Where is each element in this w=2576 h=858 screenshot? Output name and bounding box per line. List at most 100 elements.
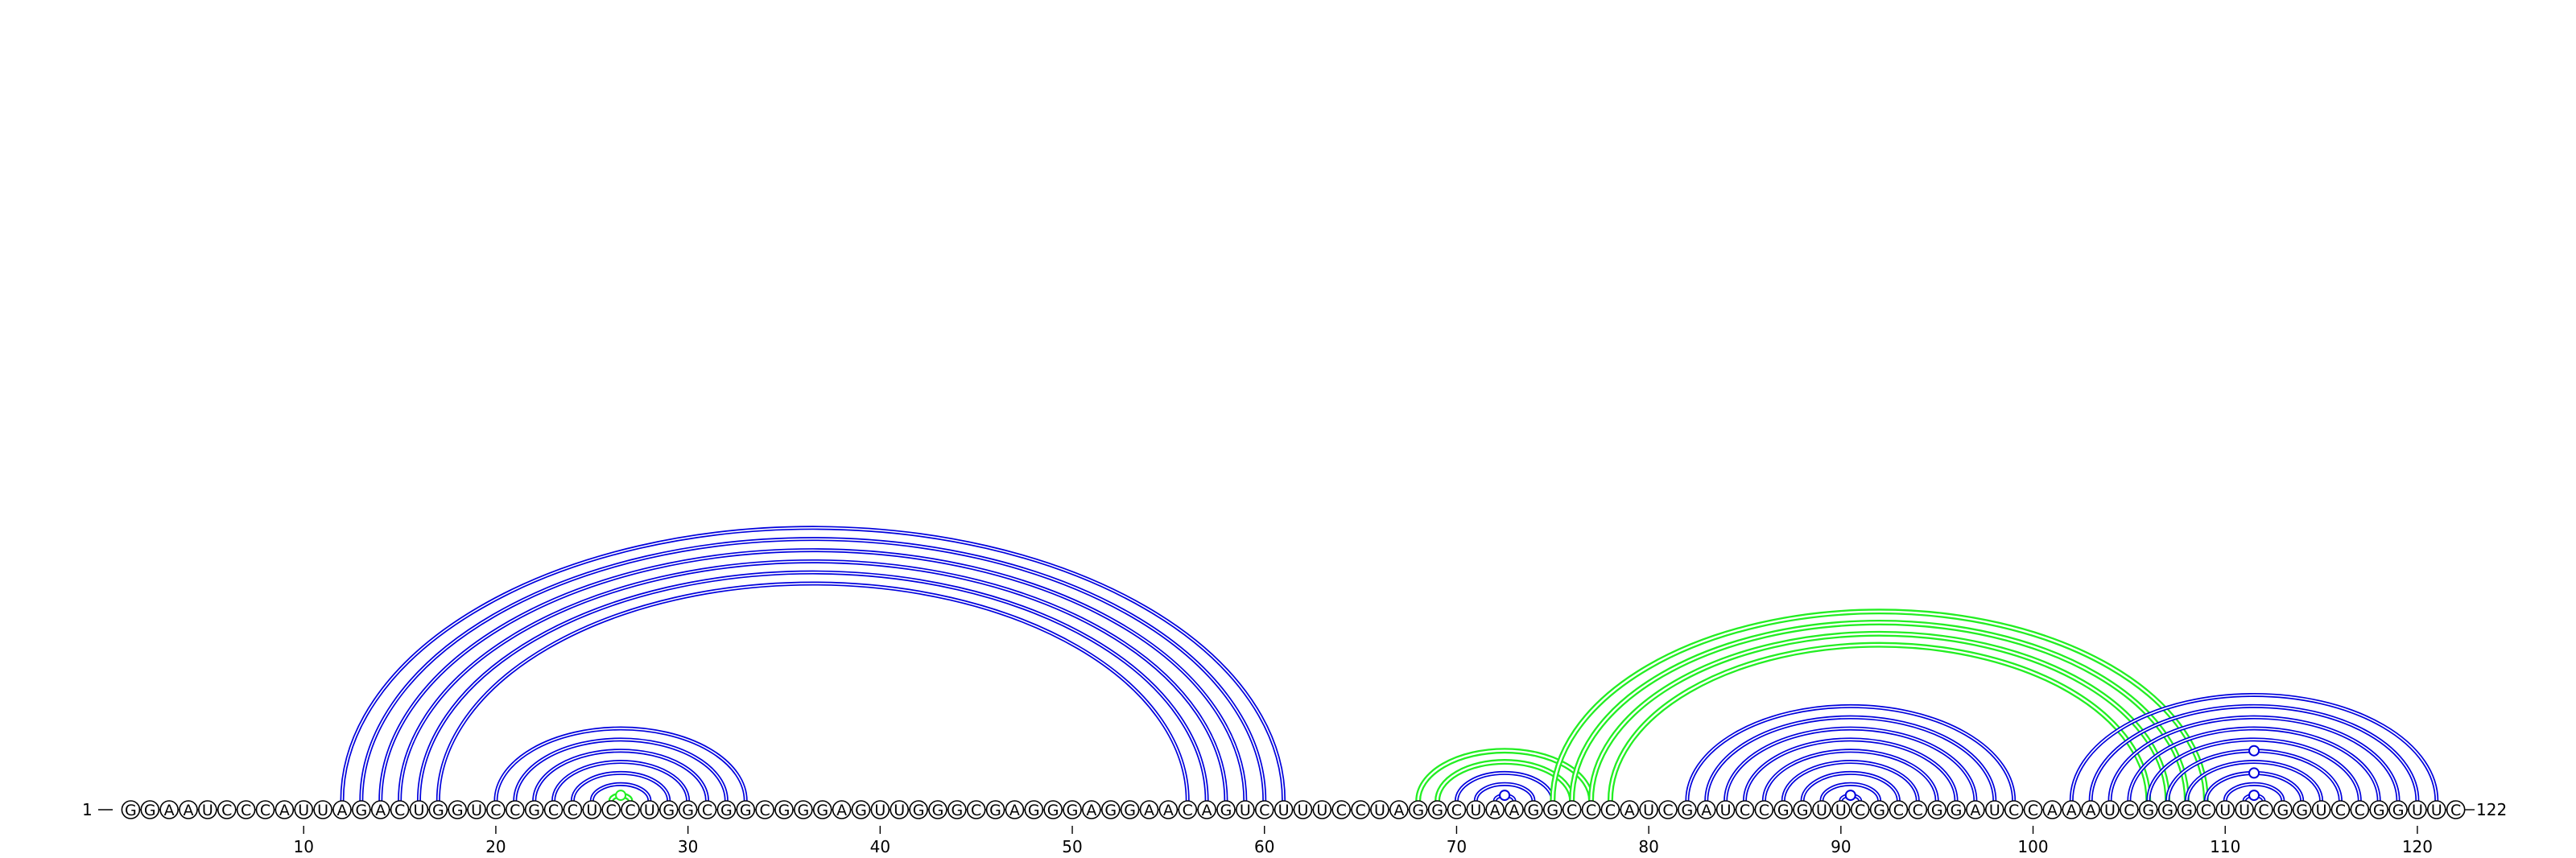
nucleotide-circle xyxy=(1100,800,1121,819)
nucleotide: C xyxy=(1850,800,1870,819)
nucleotide-letter: G xyxy=(682,802,694,819)
nucleotide: A xyxy=(1005,800,1025,819)
nucleotide-circle xyxy=(255,800,275,819)
nucleotide-circle xyxy=(1254,800,1274,819)
nucleotide-letter: G xyxy=(816,802,828,819)
pair-arc-core xyxy=(2224,783,2284,802)
nucleotide: G xyxy=(2138,800,2158,819)
nucleotide: G xyxy=(1408,800,1428,819)
nucleotide-letter: U xyxy=(1278,802,1290,819)
nucleotide-circle xyxy=(1984,800,2004,819)
nucleotide-circle xyxy=(1850,800,1870,819)
nucleotide: G xyxy=(1946,800,1966,819)
nucleotide: U xyxy=(1639,800,1658,819)
nucleotide-letter: C xyxy=(1740,802,1750,819)
nucleotide-circle xyxy=(812,800,832,819)
nucleotide-circle xyxy=(851,800,871,819)
nucleotide-letter: G xyxy=(528,802,540,819)
nucleotide-circle xyxy=(1236,800,1255,819)
nucleotide: G xyxy=(1216,800,1236,819)
nucleotide: U xyxy=(1715,800,1736,819)
nucleotide: C xyxy=(2446,800,2466,819)
nucleotide: A xyxy=(2081,800,2100,819)
nucleotide-circle xyxy=(1581,800,1601,819)
nucleotide-letter: U xyxy=(894,802,905,819)
pair-arc-core xyxy=(379,549,1246,802)
nucleotide: G xyxy=(716,800,737,819)
pair-arc xyxy=(1569,619,2190,802)
nucleotide: A xyxy=(1139,800,1159,819)
nucleotide-circle xyxy=(1889,800,1909,819)
nucleotide: G xyxy=(121,800,141,819)
start-label: 1 xyxy=(82,800,93,819)
nucleotide: U xyxy=(870,800,890,819)
nucleotide-circle xyxy=(486,800,506,819)
nucleotide-circle xyxy=(2388,800,2408,819)
nucleotide-letter: A xyxy=(1509,802,1520,819)
nucleotide: G xyxy=(2388,800,2408,819)
nucleotide-circle xyxy=(1678,800,1697,819)
nucleotide-letter: A xyxy=(836,802,847,819)
pair-arc-core xyxy=(1436,761,1573,802)
nucleotide-letter: G xyxy=(932,802,944,819)
pair-arc-core xyxy=(2090,705,2418,802)
nucleotide-letter: G xyxy=(720,802,733,819)
nucleotide-letter: G xyxy=(1412,802,1424,819)
nucleotide-letter: C xyxy=(1662,802,1673,819)
pair-marker xyxy=(615,790,627,802)
nucleotide-letter: A xyxy=(164,802,175,819)
nucleotide-circle xyxy=(1966,800,1985,819)
nucleotide-letter: G xyxy=(1528,802,1540,819)
nucleotide-circle xyxy=(1216,800,1236,819)
pair-arc-core xyxy=(514,739,728,802)
nucleotide: U xyxy=(2408,800,2427,819)
nucleotide-letter: C xyxy=(1336,802,1347,819)
nucleotide-circle xyxy=(1063,800,1082,819)
nucleotide-letter: G xyxy=(1777,802,1790,819)
nucleotide: G xyxy=(1793,800,1812,819)
nucleotide-letter: G xyxy=(2161,802,2174,819)
nucleotide-circle xyxy=(1043,800,1063,819)
nucleotide-circle xyxy=(2273,800,2293,819)
nucleotide: G xyxy=(1043,800,1063,819)
nucleotide-circle xyxy=(2196,800,2216,819)
tick-label: 80 xyxy=(1638,837,1658,856)
pair-arc xyxy=(340,526,1286,802)
nucleotide-letter: G xyxy=(740,802,752,819)
tick-label: 20 xyxy=(485,837,506,856)
nucleotide-letter: C xyxy=(606,802,617,819)
nucleotide: G xyxy=(2177,800,2197,819)
nucleotide-letter: G xyxy=(663,802,675,819)
nucleotide: A xyxy=(1696,800,1716,819)
nucleotide-circle xyxy=(1793,800,1812,819)
nucleotide: C xyxy=(217,800,237,819)
nucleotide-circle xyxy=(1485,800,1505,819)
nucleotide-letter: C xyxy=(702,802,712,819)
nucleotide-circle xyxy=(2311,800,2331,819)
nucleotide: G xyxy=(2273,800,2293,819)
nucleotide-circle xyxy=(1274,800,1294,819)
nucleotide: U xyxy=(313,800,332,819)
nucleotide-circle xyxy=(2042,800,2062,819)
nucleotide-circle xyxy=(1812,800,1831,819)
tick-label: 60 xyxy=(1254,837,1274,856)
tick-label: 110 xyxy=(2210,837,2240,856)
nucleotide-letter: G xyxy=(144,802,156,819)
nucleotide: A xyxy=(1197,800,1216,819)
nucleotide-letter: A xyxy=(1701,802,1711,819)
nucleotide-circle xyxy=(2004,800,2024,819)
nucleotide: G xyxy=(678,800,698,819)
nucleotide: U xyxy=(1236,800,1255,819)
nucleotide-letter: C xyxy=(568,802,578,819)
nucleotide-letter: A xyxy=(1970,802,1980,819)
pair-arc-core xyxy=(1763,749,1938,802)
pair-arc-core xyxy=(1782,761,1919,802)
nucleotide-circle xyxy=(2446,800,2466,819)
nucleotide: C xyxy=(505,800,525,819)
nucleotide: A xyxy=(1485,800,1505,819)
nucleotide: C xyxy=(755,800,774,819)
nucleotide: U xyxy=(1293,800,1313,819)
nucleotide-letter: U xyxy=(317,802,328,819)
pair-arc-core xyxy=(552,761,689,802)
nucleotide-circle xyxy=(236,800,256,819)
